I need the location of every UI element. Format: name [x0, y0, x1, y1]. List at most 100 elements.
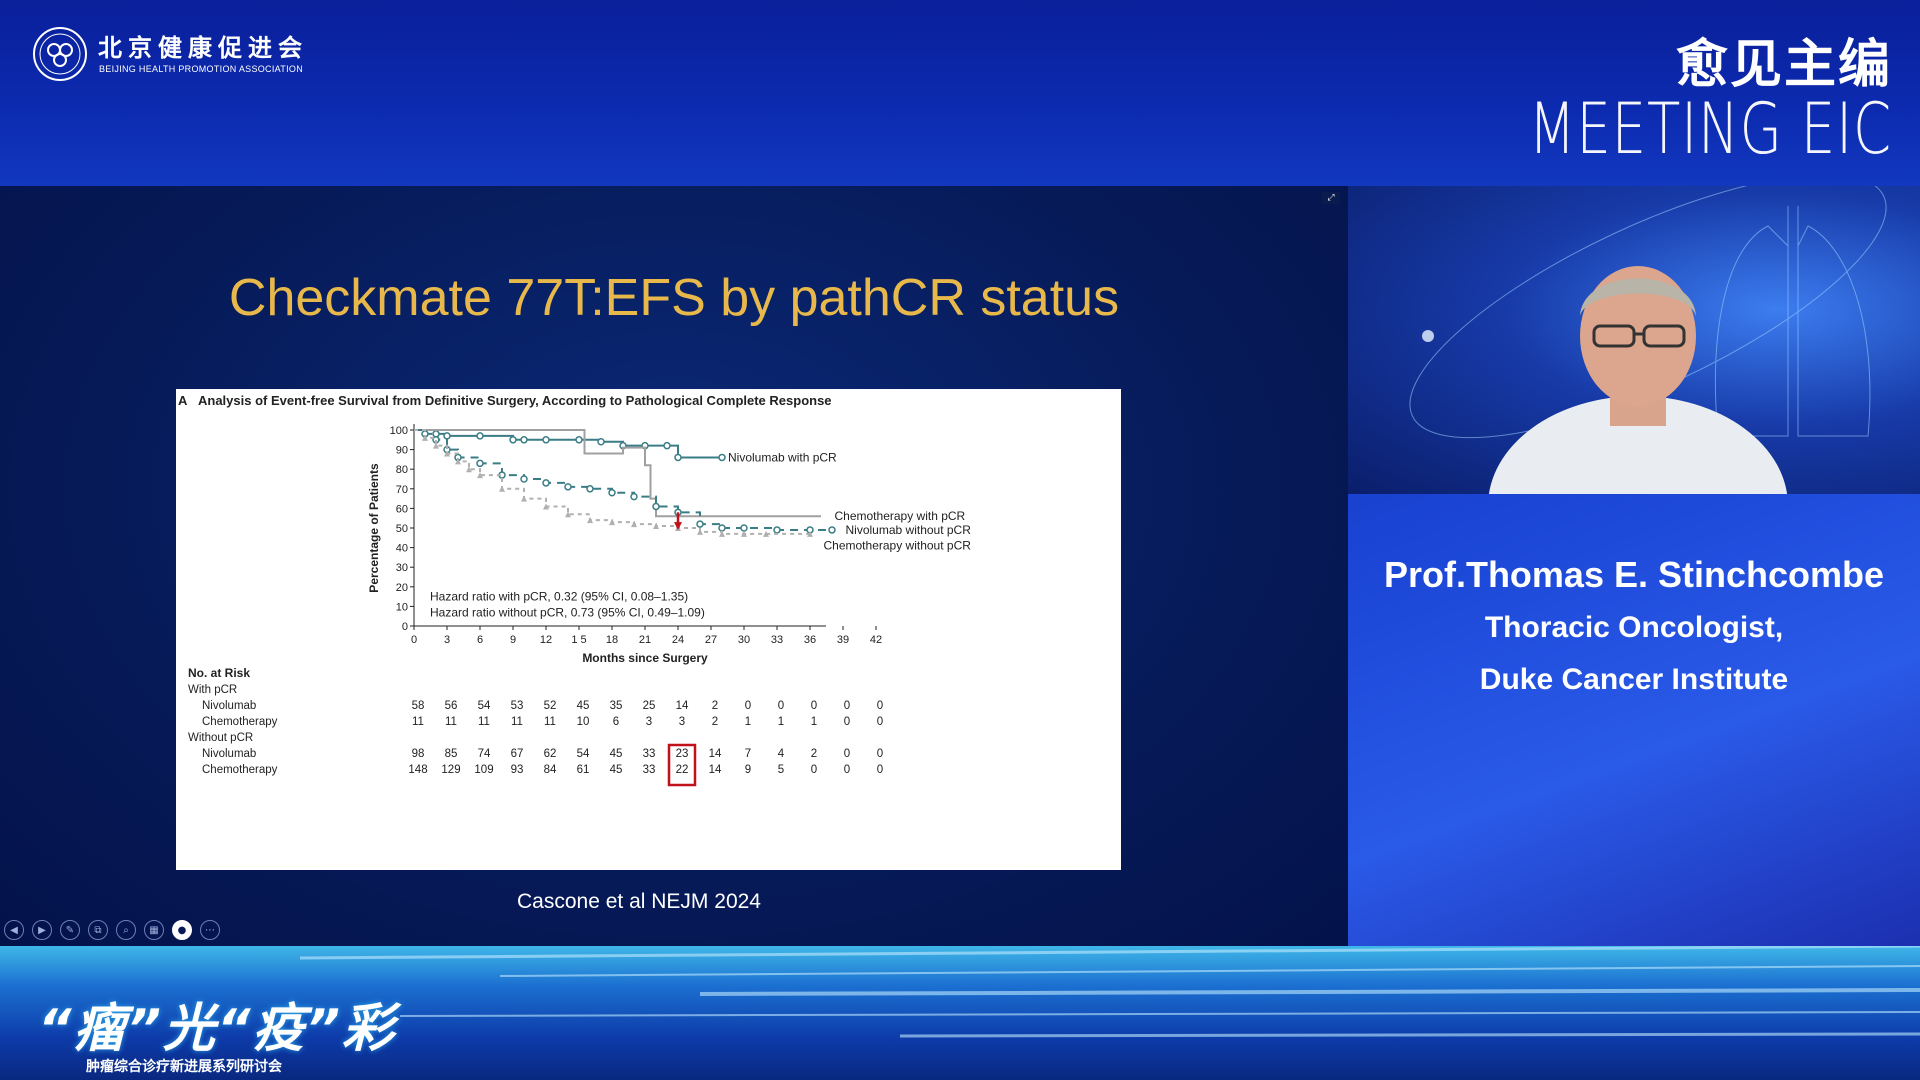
risk-group-label: With pCR: [188, 684, 237, 696]
chart-title: Analysis of Event-free Survival from Def…: [198, 393, 832, 408]
censor-mark: [564, 483, 572, 491]
series-label: Nivolumab with pCR: [728, 450, 837, 464]
speaker-video-frame: [1409, 186, 1887, 494]
censor-mark: [740, 524, 748, 532]
series-line-1: [414, 429, 821, 518]
risk-cell: 129: [441, 764, 460, 776]
risk-cell: 2: [712, 700, 718, 712]
risk-cell: 6: [613, 716, 619, 728]
x-tick-label: 3: [444, 634, 450, 646]
censor-mark: [696, 520, 704, 528]
risk-cell: 2: [811, 748, 817, 760]
association-name-en: BEIJING HEALTH PROMOTION ASSOCIATION: [99, 64, 303, 74]
risk-cell: 14: [676, 700, 689, 712]
censor-mark: [521, 495, 527, 502]
censor-mark: [718, 453, 726, 462]
censor-mark: [422, 434, 428, 441]
previous-slide-icon[interactable]: ◀: [4, 920, 24, 940]
x-tick-label: 12: [540, 634, 552, 646]
y-tick-label: 20: [396, 582, 408, 594]
camera-icon[interactable]: ●: [172, 920, 192, 940]
risk-cell: 11: [544, 716, 556, 728]
censor-mark: [697, 528, 703, 535]
risk-cell: 25: [643, 700, 656, 712]
censor-mark: [499, 485, 505, 492]
grid-icon[interactable]: ▦: [144, 920, 164, 940]
km-chart: A Analysis of Event-free Survival from D…: [178, 393, 972, 787]
censor-mark: [630, 492, 638, 501]
censor-mark: [476, 459, 484, 468]
hazard-ratio-annotation: Hazard ratio with pCR, 0.32 (95% CI, 0.0…: [430, 590, 688, 604]
censor-mark: [609, 519, 615, 526]
censor-mark: [597, 438, 605, 446]
censor-mark: [631, 521, 637, 528]
censor-mark: [433, 442, 439, 449]
y-tick-label: 60: [396, 503, 408, 515]
risk-highlight-box: [667, 743, 697, 787]
risk-cell: 0: [844, 700, 850, 712]
censor-mark: [466, 466, 472, 473]
censor-mark: [476, 432, 484, 440]
expand-icon[interactable]: ⤢: [1322, 192, 1340, 204]
risk-cell: 109: [474, 764, 493, 776]
copy-icon[interactable]: ⧉: [88, 920, 108, 940]
pen-icon[interactable]: ✎: [60, 920, 80, 940]
risk-cell: 0: [778, 700, 784, 712]
y-axis-label: Percentage of Patients: [367, 463, 381, 593]
risk-cell: 54: [577, 748, 590, 760]
speaker-title: Thoracic Oncologist,: [1484, 611, 1784, 644]
risk-cell: 22: [676, 764, 689, 776]
risk-cell: 0: [877, 748, 883, 760]
risk-cell: 0: [844, 748, 850, 760]
y-tick-label: 80: [396, 464, 408, 476]
risk-cell: 61: [577, 764, 590, 776]
series-line-3: [414, 429, 810, 535]
risk-row-label: Chemotherapy: [202, 764, 278, 776]
more-icon[interactable]: ⋯: [200, 920, 220, 940]
x-tick-label: 42: [870, 634, 882, 646]
y-tick-label: 100: [390, 425, 408, 437]
risk-cell: 11: [511, 716, 523, 728]
risk-cell: 0: [745, 700, 751, 712]
brand-title-cn: 愈见主编: [1675, 35, 1892, 95]
y-tick-label: 40: [396, 543, 408, 555]
top-banner: 北京健康促进会 BEIJING HEALTH PROMOTION ASSOCIA…: [0, 0, 1920, 186]
x-tick-label: 0: [411, 634, 417, 646]
highlight-arrow-head: [674, 522, 682, 530]
risk-cell: 148: [408, 764, 427, 776]
speaker-video: [1348, 186, 1920, 494]
x-tick-label: 9: [510, 634, 516, 646]
y-tick-label: 50: [396, 523, 408, 535]
next-slide-icon[interactable]: ▶: [32, 920, 52, 940]
slide-citation: Cascone et al NEJM 2024: [517, 890, 761, 913]
risk-cell: 84: [544, 764, 557, 776]
bottom-banner: “瘤”光“疫”彩 肿瘤综合诊疗新进展系列研讨会: [0, 946, 1920, 1080]
risk-cell: 2: [712, 716, 718, 728]
risk-cell: 53: [511, 700, 524, 712]
risk-cell: 9: [745, 764, 751, 776]
censor-mark: [455, 458, 461, 465]
series-title: “瘤”光“疫”彩: [38, 999, 396, 1059]
censor-mark: [477, 472, 483, 479]
y-tick-label: 30: [396, 562, 408, 574]
zoom-icon[interactable]: ⌕: [116, 920, 136, 940]
censor-mark: [608, 488, 616, 497]
risk-cell: 98: [412, 748, 425, 760]
risk-cell: 0: [844, 764, 850, 776]
censor-mark: [773, 526, 781, 534]
risk-cell: 11: [445, 716, 457, 728]
slide-toolbar: ◀ ▶ ✎ ⧉ ⌕ ▦ ● ⋯: [4, 920, 220, 942]
censor-mark: [509, 436, 517, 444]
censor-mark: [575, 436, 583, 444]
hazard-ratio-annotation: Hazard ratio without pCR, 0.73 (95% CI, …: [430, 606, 705, 620]
censor-mark: [542, 436, 550, 444]
series-label: Nivolumab without pCR: [846, 523, 972, 537]
risk-group-label: Without pCR: [188, 732, 253, 744]
y-tick-label: 70: [396, 484, 408, 496]
risk-table-heading: No. at Risk: [188, 666, 250, 680]
speaker-name: Prof.Thomas E. Stinchcombe: [1383, 554, 1885, 595]
risk-cell: 67: [511, 748, 524, 760]
kaplan-meier-figure: A Analysis of Event-free Survival from D…: [176, 389, 1121, 870]
censor-mark: [520, 436, 528, 444]
x-tick-label: 18: [606, 634, 618, 646]
